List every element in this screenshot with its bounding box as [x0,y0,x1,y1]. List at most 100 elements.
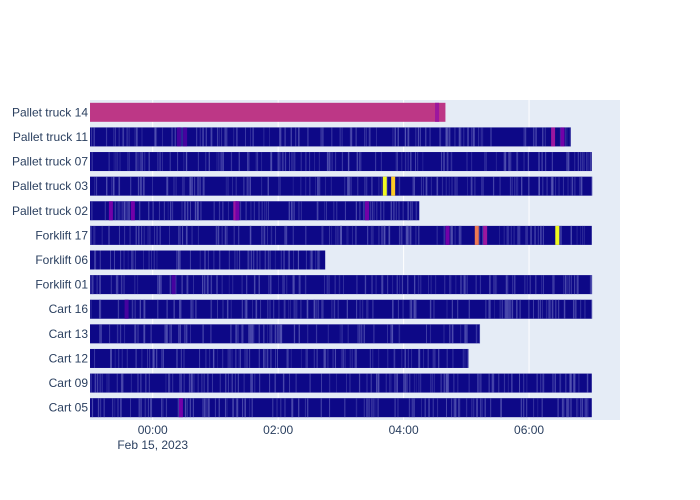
bar-texture-line [579,176,580,196]
bar-texture-line [574,152,576,172]
bar-texture-line [468,373,470,393]
bar-texture-line [444,275,446,295]
bar-texture-line [542,176,544,196]
bar-texture-line [371,201,373,221]
bar-texture-line [122,373,124,393]
bar-texture-line [251,250,252,270]
bar-texture-line [268,275,270,295]
bar-texture-line [420,275,422,295]
bar-texture-line [237,373,239,393]
bar-texture-line [114,250,116,270]
timeline-segment [130,201,135,221]
bar-texture-line [254,275,256,295]
bar-texture-line [533,398,535,418]
bar-texture-line [218,152,220,172]
bar-texture-line [199,127,201,147]
bar-texture-line [305,225,307,245]
bar-texture-line [114,398,116,418]
bar-texture-line [124,225,126,245]
bar-texture-line [532,127,535,147]
bar-texture-line [464,324,466,344]
bar-texture-line [360,324,362,344]
bar-texture-line [93,127,95,147]
bar-texture-line [185,324,188,344]
bar-texture-line [481,176,483,196]
bar-texture-line [141,127,143,147]
bar-texture-line [482,127,484,147]
bar-texture-line [537,225,539,245]
bar-texture-line [404,127,407,147]
bar-texture-line [293,275,295,295]
bar-texture-line [359,299,361,319]
bar-texture-line [151,250,153,270]
bar-texture-line [221,275,223,295]
bar-texture-line [284,299,286,319]
bar-texture-line [466,324,468,344]
bar-texture-line [356,275,358,295]
bar-texture-line [354,348,356,368]
bar-texture-line [397,299,399,319]
bar-texture-line [239,250,241,270]
bar-texture-line [411,201,413,221]
bar-texture-line [124,324,126,344]
bar-texture-line [186,275,188,295]
bar-texture-line [515,176,517,196]
bar-texture-line [548,299,550,319]
bar-texture-line [493,373,495,393]
bar-texture-line [279,127,281,147]
bar-texture-line [440,127,442,147]
bar-texture-line [288,201,290,221]
bar-texture-line [339,127,341,147]
bar-texture-line [290,348,292,368]
timeline-bar [90,299,592,319]
bar-texture-line [141,152,143,172]
bar-texture-line [519,299,521,319]
bar-texture-line [131,250,133,270]
bar-texture-line [267,250,270,270]
bar-texture-line [509,299,511,319]
bar-texture-line [210,324,212,344]
bar-texture-line [300,152,302,172]
bar-texture-line [507,225,510,245]
bar-texture-line [459,398,461,418]
bar-texture-line [138,201,141,221]
bar-texture-line [210,127,213,147]
bar-texture-line [443,152,445,172]
bar-texture-line [94,225,96,245]
bar-texture-line [190,299,193,319]
bar-texture-line [494,299,495,319]
bar-texture-line [512,275,514,295]
bar-texture-line [140,373,142,393]
bar-texture-line [261,152,263,172]
bar-texture-line [540,373,542,393]
bar-texture-line [562,176,564,196]
timeline-segment [178,398,183,418]
bar-texture-line [407,127,410,147]
bar-texture-line [161,152,163,172]
bar-texture-line [230,373,232,393]
bar-texture-line [370,398,373,418]
x-tick-label: 02:00 [263,423,293,437]
bar-texture-line [319,176,321,196]
bar-texture-line [181,176,184,196]
bar-texture-line [342,348,344,368]
bar-texture-line [584,299,586,319]
bar-texture-line [371,398,374,418]
bar-texture-line [241,324,243,344]
bar-texture-line [552,299,554,319]
y-tick-label: Forklift 17 [35,228,88,242]
bar-texture-line [246,275,248,295]
bar-texture-line [407,348,410,368]
bar-texture-line [309,152,311,172]
bar-texture-line [413,176,415,196]
bar-texture-line [184,398,187,418]
bar-texture-line [278,152,280,172]
bar-texture-line [141,152,144,172]
bar-texture-line [552,176,554,196]
bar-texture-line [283,250,285,270]
bar-texture-line [357,176,359,196]
bar-texture-line [278,176,280,196]
bar-texture-line [145,373,147,393]
bar-texture-line [236,250,238,270]
bar-texture-line [245,299,247,319]
